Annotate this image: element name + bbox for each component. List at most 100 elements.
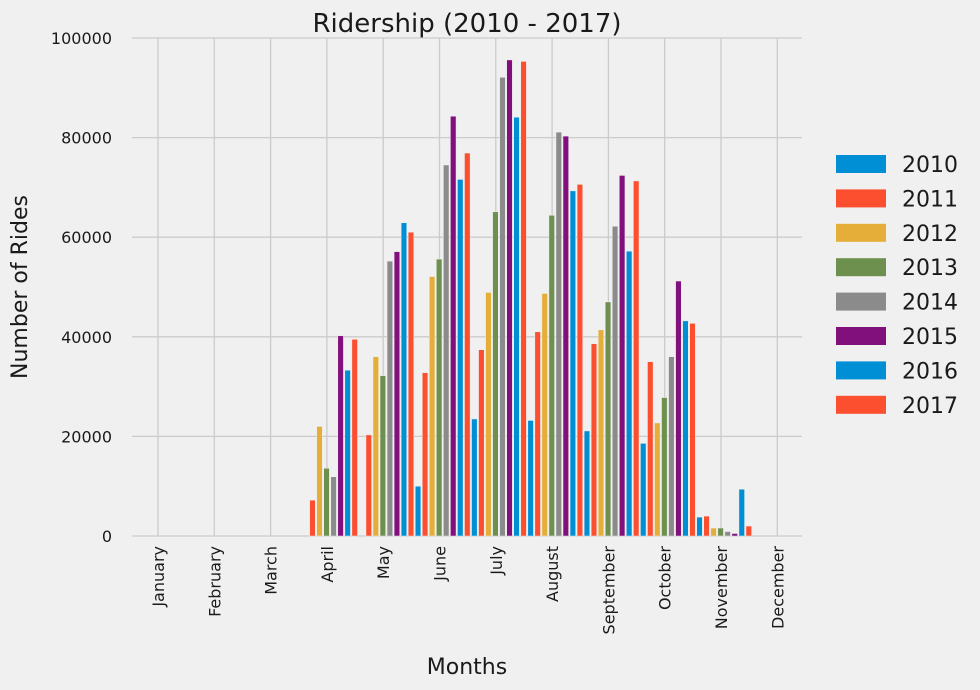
bar xyxy=(436,258,443,537)
bar xyxy=(485,292,492,537)
y-axis-label: Number of Rides xyxy=(8,195,33,379)
bar xyxy=(604,301,612,537)
bar xyxy=(323,468,330,537)
bar xyxy=(351,339,358,537)
bar xyxy=(541,293,548,537)
legend: 2010 2011 2012 2013 2014 2015 2016 2017 xyxy=(836,153,958,419)
bar xyxy=(738,488,745,537)
bar xyxy=(640,443,647,537)
x-tick-label: June xyxy=(431,546,450,582)
bar xyxy=(590,343,598,537)
bar xyxy=(703,515,710,537)
bar xyxy=(675,280,682,537)
y-tick-label: 40000 xyxy=(61,328,112,347)
legend-swatch xyxy=(836,189,886,208)
bar xyxy=(682,320,689,537)
bar xyxy=(492,211,499,537)
bar xyxy=(471,418,478,537)
bar xyxy=(717,527,724,537)
bar xyxy=(422,372,429,537)
bar xyxy=(562,135,569,537)
bar xyxy=(534,331,541,537)
bar xyxy=(513,116,520,537)
bar xyxy=(597,329,605,537)
bar xyxy=(450,115,457,537)
bar xyxy=(745,525,752,537)
x-tick-label: February xyxy=(205,546,224,617)
bar xyxy=(478,349,485,537)
x-tick-label: November xyxy=(712,546,731,630)
bar xyxy=(330,476,337,537)
x-axis-label: Months xyxy=(427,655,507,680)
y-tick-label: 60000 xyxy=(61,228,112,247)
y-tick-label: 80000 xyxy=(61,129,112,148)
legend-label: 2017 xyxy=(902,394,958,419)
bar xyxy=(309,499,316,537)
bar xyxy=(365,434,372,537)
bar xyxy=(612,225,619,537)
bar xyxy=(457,179,464,537)
legend-swatch xyxy=(836,395,886,414)
bar xyxy=(316,426,323,537)
x-ticks: January February March April May June July Augu… xyxy=(149,546,787,635)
legend-label: 2012 xyxy=(902,222,958,247)
chart-title: Ridership (2010 - 2017) xyxy=(312,9,621,39)
legend-swatch xyxy=(836,361,886,380)
bar xyxy=(372,356,379,537)
legend-label: 2014 xyxy=(902,291,958,316)
bar xyxy=(689,323,696,537)
bar xyxy=(386,260,393,537)
y-ticks: 0 20000 40000 60000 80000 100000 xyxy=(51,29,112,546)
legend-label: 2013 xyxy=(902,256,958,281)
legend-label: 2015 xyxy=(902,325,958,350)
bar xyxy=(731,533,738,537)
bar xyxy=(583,430,591,537)
bar xyxy=(619,175,626,537)
bar xyxy=(724,531,731,537)
bar xyxy=(414,485,422,537)
bar xyxy=(626,250,633,537)
bar xyxy=(633,180,640,537)
legend-swatch xyxy=(836,258,886,277)
bars xyxy=(309,59,752,537)
bar xyxy=(499,77,506,537)
bar xyxy=(661,397,668,537)
bar xyxy=(647,361,654,537)
bar xyxy=(555,131,562,537)
x-tick-label: March xyxy=(262,546,281,595)
x-tick-label: April xyxy=(318,546,337,583)
bar xyxy=(668,356,675,537)
x-tick-label: December xyxy=(768,546,787,629)
bar xyxy=(654,422,661,537)
bar xyxy=(379,375,386,537)
legend-swatch xyxy=(836,155,886,173)
legend-swatch xyxy=(836,327,886,345)
bar xyxy=(696,516,703,537)
bar xyxy=(569,190,576,537)
bar xyxy=(576,184,583,537)
legend-label: 2010 xyxy=(902,153,958,178)
bar xyxy=(506,59,513,537)
bar xyxy=(393,251,400,537)
y-tick-label: 20000 xyxy=(61,427,112,446)
bar xyxy=(710,527,717,537)
legend-label: 2016 xyxy=(902,359,958,384)
y-tick-label: 0 xyxy=(102,527,112,546)
legend-swatch xyxy=(836,223,886,242)
bar xyxy=(548,215,555,537)
bar xyxy=(527,420,534,537)
bar xyxy=(443,164,450,537)
bar xyxy=(337,335,344,537)
x-tick-label: January xyxy=(149,546,168,608)
bar xyxy=(400,222,408,537)
bar xyxy=(520,61,527,537)
y-tick-label: 100000 xyxy=(51,29,112,48)
x-tick-label: July xyxy=(487,546,506,576)
legend-label: 2011 xyxy=(902,187,958,212)
x-tick-label: May xyxy=(374,546,393,579)
x-tick-label: September xyxy=(599,546,618,635)
x-tick-label: August xyxy=(543,546,562,602)
legend-swatch xyxy=(836,292,886,311)
bar xyxy=(464,152,471,537)
